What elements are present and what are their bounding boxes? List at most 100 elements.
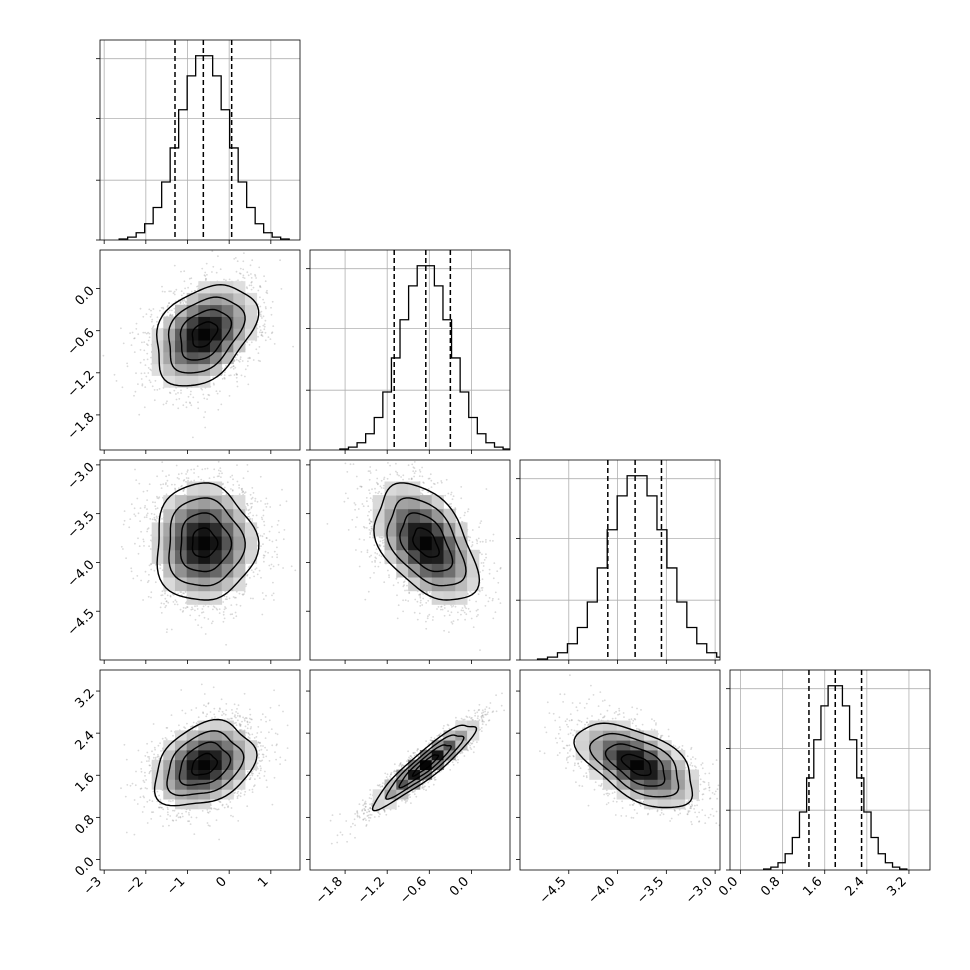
density-cell <box>163 351 176 365</box>
sample-point <box>204 633 207 635</box>
sample-point <box>259 305 262 308</box>
sample-point <box>149 518 152 520</box>
sample-point <box>144 505 147 507</box>
sample-point <box>257 289 260 292</box>
sample-point <box>271 331 274 334</box>
sample-point <box>222 601 225 603</box>
sample-point <box>263 325 266 328</box>
density-cell <box>151 328 164 341</box>
sample-point <box>165 402 168 405</box>
sample-point <box>143 545 145 547</box>
sample-point <box>164 483 167 486</box>
sample-point <box>262 509 265 512</box>
sample-point <box>254 275 257 277</box>
sample-point <box>259 313 262 316</box>
sample-point <box>242 477 245 480</box>
sample-point <box>237 359 240 362</box>
sample-point <box>190 282 192 285</box>
sample-point <box>159 563 161 566</box>
sample-point <box>162 307 165 310</box>
sample-point <box>130 567 133 570</box>
sample-point <box>150 591 153 594</box>
sample-point <box>183 298 186 301</box>
sample-point <box>172 292 175 295</box>
sample-point <box>178 478 180 480</box>
sample-point <box>197 401 199 404</box>
y-tick-label: −1.2 <box>65 368 98 401</box>
sample-point <box>126 365 129 368</box>
sample-point <box>212 605 215 608</box>
sample-point <box>257 335 259 338</box>
sample-point <box>149 548 152 550</box>
sample-point <box>230 604 233 606</box>
sample-point <box>225 596 228 598</box>
sample-point <box>212 382 215 385</box>
sample-point <box>165 604 168 607</box>
sample-point <box>133 351 136 353</box>
sample-point <box>225 643 228 646</box>
panel-content <box>310 250 510 450</box>
density-cell <box>233 316 246 329</box>
sample-point <box>182 299 185 302</box>
sample-point <box>282 567 284 569</box>
sample-point <box>196 465 199 467</box>
sample-point <box>250 505 253 508</box>
sample-point <box>223 608 226 611</box>
sample-point <box>260 500 262 502</box>
sample-point <box>276 546 278 549</box>
sample-point <box>260 576 262 579</box>
sample-point <box>263 328 266 331</box>
y-tick-label: −0.6 <box>65 326 98 359</box>
sample-point <box>259 331 261 334</box>
sample-point <box>140 372 143 375</box>
sample-point <box>190 277 193 280</box>
sample-point <box>271 594 273 597</box>
sample-point <box>133 507 136 510</box>
sample-point <box>160 487 163 489</box>
sample-point <box>264 503 267 505</box>
sample-point <box>232 365 235 368</box>
sample-point <box>179 302 182 305</box>
density-cell <box>186 340 199 353</box>
sample-point <box>144 570 147 573</box>
sample-point <box>204 275 207 277</box>
sample-point <box>159 483 162 486</box>
sample-point <box>185 406 188 409</box>
sample-point <box>236 373 238 376</box>
sample-point <box>255 348 258 351</box>
sample-point <box>261 335 264 337</box>
sample-point <box>248 344 251 346</box>
sample-point <box>272 581 274 584</box>
sample-point <box>180 290 183 293</box>
sample-point <box>191 606 193 609</box>
sample-point <box>139 507 142 509</box>
sample-point <box>153 518 156 521</box>
sample-point <box>262 514 265 517</box>
sample-point <box>145 375 148 378</box>
sample-point <box>268 530 271 533</box>
sample-point <box>148 545 151 548</box>
sample-point <box>250 273 252 275</box>
panel-0-0 <box>96 39 301 244</box>
sample-point <box>143 358 145 361</box>
sample-point <box>240 488 243 490</box>
sample-point <box>249 502 252 505</box>
sample-point <box>247 566 250 568</box>
sample-point <box>242 268 245 271</box>
sample-point <box>251 496 254 499</box>
sample-point <box>146 343 148 346</box>
sample-point <box>145 313 148 315</box>
sample-point <box>265 506 268 508</box>
density-cell <box>210 316 223 329</box>
density-cell <box>198 363 211 376</box>
sample-point <box>182 606 185 609</box>
sample-point <box>229 374 232 377</box>
sample-point <box>290 565 293 568</box>
sample-point <box>249 264 252 267</box>
sample-point <box>131 331 134 334</box>
sample-point <box>168 302 171 304</box>
sample-point <box>187 395 190 398</box>
sample-point <box>234 611 237 614</box>
sample-point <box>250 341 253 344</box>
